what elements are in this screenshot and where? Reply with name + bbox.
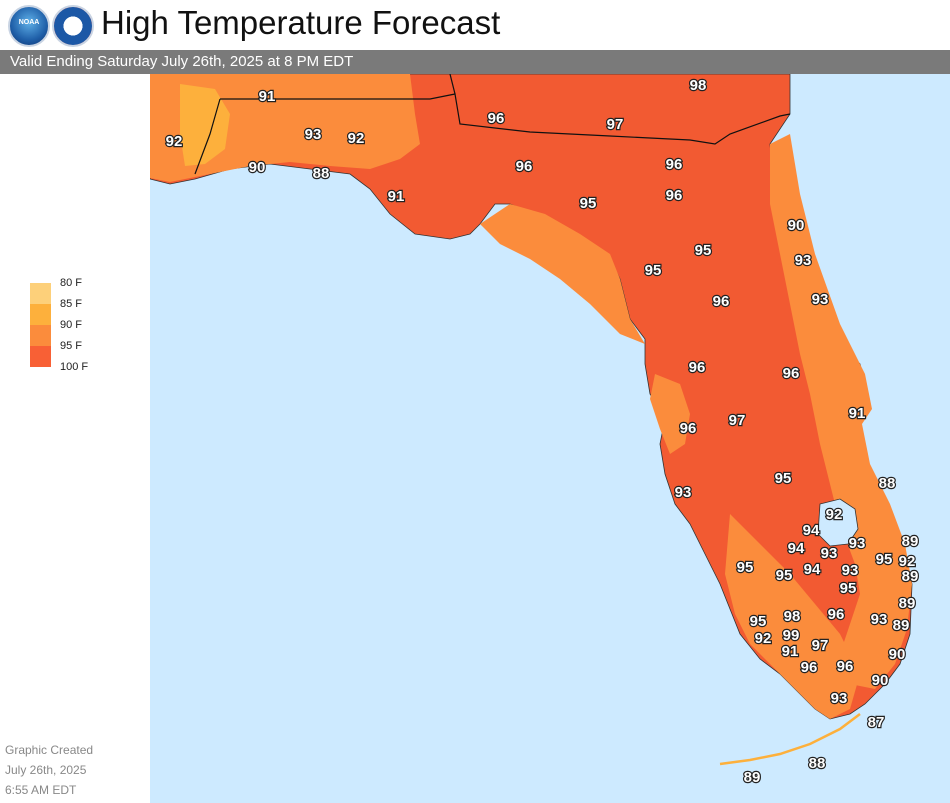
temp-label: 93 [842,562,859,579]
legend-swatch [30,346,51,367]
header: NOAA High Temperature Forecast [0,0,950,50]
temp-label: 93 [675,484,692,501]
temp-label: 93 [831,690,848,707]
temp-label: 89 [893,617,910,634]
temp-label: 96 [837,658,854,675]
left-panel [0,74,150,803]
forecast-map: 98 91 96 97 92 93 92 90 88 96 96 91 95 96 90 95 93 95 96 93… [150,74,950,803]
temp-label: 94 [804,561,821,578]
temp-label: 92 [166,133,183,150]
temp-label: 95 [737,559,754,576]
legend-label: 100 F [60,361,89,373]
temp-label: 88 [313,165,330,182]
legend-swatch [30,325,51,346]
florida-keys [719,713,861,766]
land-90-eastcoast [770,134,912,689]
georgia-border [449,74,456,95]
temp-label: 89 [902,568,919,585]
temp-label: 93 [795,252,812,269]
temp-label: 90 [788,217,805,234]
temp-label: 93 [812,291,829,308]
land-90-tampa [650,374,690,454]
created-line2: July 26th, 2025 [5,763,87,777]
temp-label: 88 [879,475,896,492]
temp-label: 94 [803,522,820,539]
temp-label: 89 [744,769,761,786]
legend-label: 85 F [60,298,83,310]
temp-label: 91 [849,405,866,422]
temp-label: 90 [872,672,889,689]
temp-label: 97 [812,637,829,654]
nws-logo [52,5,94,47]
temp-label: 95 [580,195,597,212]
legend-swatch [30,304,51,325]
land-85-west [180,84,230,166]
temp-label: 95 [645,262,662,279]
noaa-logo-text: NOAA [18,19,40,26]
temp-label: 96 [666,187,683,204]
temp-label: 96 [689,359,706,376]
temp-label: 93 [849,535,866,552]
temp-label: 89 [899,595,916,612]
temp-label: 91 [782,643,799,660]
temp-label: 95 [840,580,857,597]
temp-label: 94 [788,540,805,557]
temp-label: 97 [729,412,746,429]
legend-label: 95 F [60,340,83,352]
lake-okeechobee [817,498,859,547]
temp-label: 88 [809,755,826,772]
temp-label: 96 [801,659,818,676]
temp-label: 89 [902,533,919,550]
temp-label: 90 [249,159,266,176]
temp-label: 93 [305,126,322,143]
land-90-bigbend [480,204,645,344]
legend-label: 90 F [60,319,83,331]
state-border [220,93,791,145]
page-title: High Temperature Forecast [101,4,501,41]
noaa-logo: NOAA [8,5,50,47]
temp-label: 91 [259,88,276,105]
temp-label: 91 [388,188,405,205]
temp-label: 92 [348,130,365,147]
temp-label: 96 [516,158,533,175]
valid-time-bar: Valid Ending Saturday July 26th, 2025 at… [0,50,950,74]
created-line3: 6:55 AM EDT [5,783,77,797]
valid-time-text: Valid Ending Saturday July 26th, 2025 at… [10,53,354,70]
legend-swatch [30,283,51,304]
temp-label: 93 [821,545,838,562]
temp-label: 92 [755,630,772,647]
temp-label: 96 [488,110,505,127]
temp-label: 92 [899,553,916,570]
temp-label: 90 [889,646,906,663]
temp-label: 92 [826,506,843,523]
temp-label: 95 [775,470,792,487]
temp-label: 96 [783,365,800,382]
temp-label: 98 [690,77,707,94]
temp-label: 96 [680,420,697,437]
temp-label: 96 [666,156,683,173]
created-line1: Graphic Created [5,743,94,757]
temp-label: 98 [784,608,801,625]
temp-label: 99 [783,627,800,644]
land-90-southwest [725,514,860,719]
graphic-created: Graphic Created July 26th, 2025 6:55 AM … [5,740,93,800]
temp-label: 95 [776,567,793,584]
temp-label: 96 [713,293,730,310]
temp-label: 87 [868,714,885,731]
temp-label: 95 [876,551,893,568]
temp-label: 95 [750,613,767,630]
temp-label: 97 [607,116,624,133]
temp-label: 95 [695,242,712,259]
temp-label: 93 [871,611,888,628]
temp-label: 96 [828,606,845,623]
alabama-border [194,98,221,175]
legend-label: 80 F [60,277,83,289]
